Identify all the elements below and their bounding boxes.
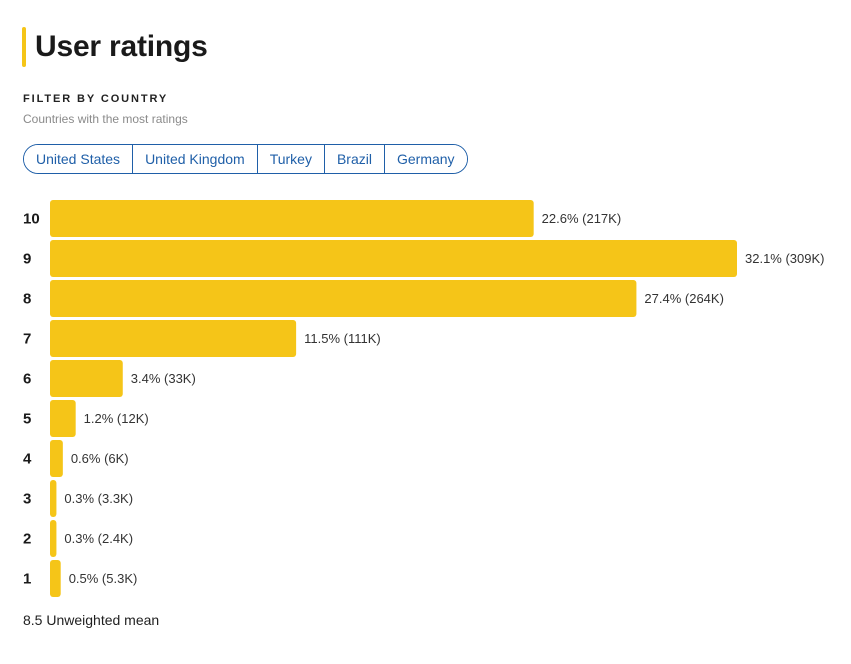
bar-value-label-10: 22.6% (217K) [542,211,622,226]
bar-value-label-7: 11.5% (111K) [304,331,381,346]
bar-value-label-2: 0.3% (2.4K) [64,531,133,546]
country-chip-united-kingdom[interactable]: United Kingdom [133,145,258,173]
filter-subtitle: Countries with the most ratings [23,112,188,126]
rating-bar-9 [50,240,737,277]
country-chip-brazil[interactable]: Brazil [324,145,385,173]
unweighted-mean: 8.5 Unweighted mean [23,612,160,628]
rating-label-5: 5 [23,411,31,428]
rating-bar-6 [50,360,123,397]
bar-value-label-6: 3.4% (33K) [131,371,196,386]
rating-label-7: 7 [23,331,31,348]
rating-bar-7 [50,320,297,357]
bar-value-label-4: 0.6% (6K) [71,451,129,466]
rating-bar-10 [50,200,534,237]
rating-label-6: 6 [23,371,31,388]
rating-label-3: 3 [23,491,31,508]
rating-bar-8 [50,280,637,317]
rating-label-9: 9 [23,251,31,268]
rating-label-10: 10 [23,211,40,228]
rating-bar-4 [50,440,63,477]
rating-bar-3 [50,480,57,517]
page-header: User ratings [22,27,208,67]
ratings-bar-chart: 10 22.6% (217K) 9 32.1% (309K) 8 27.4% (264K)… [23,200,825,597]
rating-bar-5 [50,400,76,437]
rating-label-1: 1 [23,571,31,588]
country-chip-united-states[interactable]: United States [24,145,134,173]
country-filter-group: United States United Kingdom Turkey Braz… [23,144,468,174]
country-chip-turkey[interactable]: Turkey [257,145,325,173]
bar-value-label-5: 1.2% (12K) [84,411,149,426]
bar-value-label-8: 27.4% (264K) [644,291,724,306]
title-accent-bar [22,27,26,67]
bar-value-label-1: 0.5% (5.3K) [69,571,138,586]
bar-value-label-9: 32.1% (309K) [745,251,825,266]
rating-bar-1 [50,560,61,597]
bar-value-label-3: 0.3% (3.3K) [64,491,133,506]
page-title: User ratings [35,30,208,63]
rating-bar-2 [50,520,57,557]
filter-heading: FILTER BY COUNTRY [23,93,169,105]
rating-label-8: 8 [23,291,31,308]
country-chip-germany[interactable]: Germany [384,145,467,173]
rating-label-4: 4 [23,451,32,468]
rating-label-2: 2 [23,531,31,548]
